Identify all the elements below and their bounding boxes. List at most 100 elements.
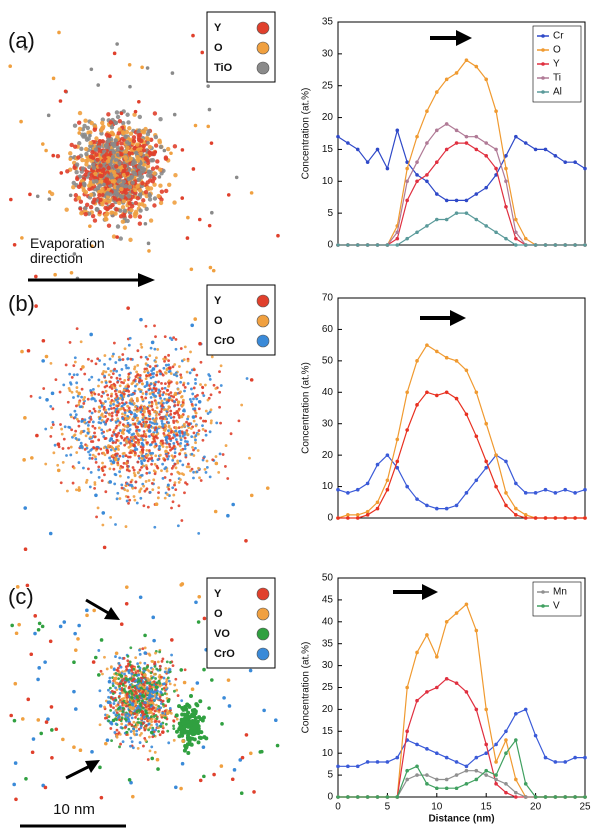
atom [97,438,101,442]
atom [167,182,172,187]
atom [143,703,147,707]
atom [114,361,118,364]
point [405,768,409,773]
y-tick-label: 20 [322,450,334,461]
atom [98,399,102,403]
atom [168,369,172,373]
point [405,160,409,164]
point [553,154,558,158]
atom [206,124,211,129]
atom [73,631,77,636]
atom [126,425,129,428]
atom [154,454,158,458]
atom [160,387,164,390]
atom [147,479,151,482]
atom [138,468,142,472]
atom [97,475,101,479]
x-tick-label: 5 [385,802,391,813]
point [573,243,577,247]
atom [124,364,128,367]
atom [12,718,17,723]
atom [196,432,200,436]
atom [166,408,170,411]
atom [105,448,109,452]
atom [155,723,159,726]
atom [119,194,125,200]
series-line [337,344,585,519]
atom [142,715,146,719]
atom [113,453,117,457]
atom [177,426,181,430]
atom [119,407,122,411]
atom [123,411,127,415]
atom [107,695,110,699]
atom [44,148,48,153]
atom [59,171,64,175]
atom [23,547,28,552]
atom [188,398,192,401]
atom [89,172,94,178]
atom [208,430,212,434]
atom [115,410,120,414]
atom [118,718,122,722]
atom [138,475,142,479]
atom [172,144,178,149]
point [523,141,528,145]
atom [151,488,155,491]
atom [101,167,106,172]
atom [54,727,59,732]
atom [97,210,103,215]
point [365,760,370,764]
atom [77,131,81,135]
point [454,773,459,777]
atom [117,390,121,394]
atom [189,742,194,747]
atom [50,426,53,430]
point [504,790,508,795]
atom [224,465,227,468]
atom [112,352,115,356]
atom [109,125,115,130]
atom [68,151,73,156]
legend-swatch [256,294,270,308]
atom [109,721,113,725]
atom [24,776,28,781]
atom [133,448,137,452]
point [484,751,489,755]
atom [153,439,157,443]
atom [141,647,145,651]
point [484,459,489,464]
atom [109,404,112,408]
atom [142,667,146,670]
atom [144,355,148,359]
series-line [338,708,585,768]
atom [134,715,137,719]
point [514,711,518,716]
atom [164,435,169,440]
atom [121,679,124,683]
atom [124,602,129,606]
atom [36,718,41,722]
point [573,516,577,520]
atom [118,208,123,213]
point [385,760,390,764]
atom [66,489,69,493]
atom [137,221,143,226]
atom [29,652,34,657]
atom [69,453,73,457]
atom [151,728,155,732]
atom [183,444,187,448]
atom [189,350,192,354]
legend-swatch [256,61,270,75]
atom [192,470,196,474]
atom [116,400,120,404]
atom [139,129,144,134]
atom [187,462,190,466]
atom [158,733,162,737]
atom [173,411,176,415]
plot-frame [337,21,586,246]
atom [111,234,117,239]
atom [75,488,78,492]
atom [118,497,122,500]
point [435,777,439,782]
